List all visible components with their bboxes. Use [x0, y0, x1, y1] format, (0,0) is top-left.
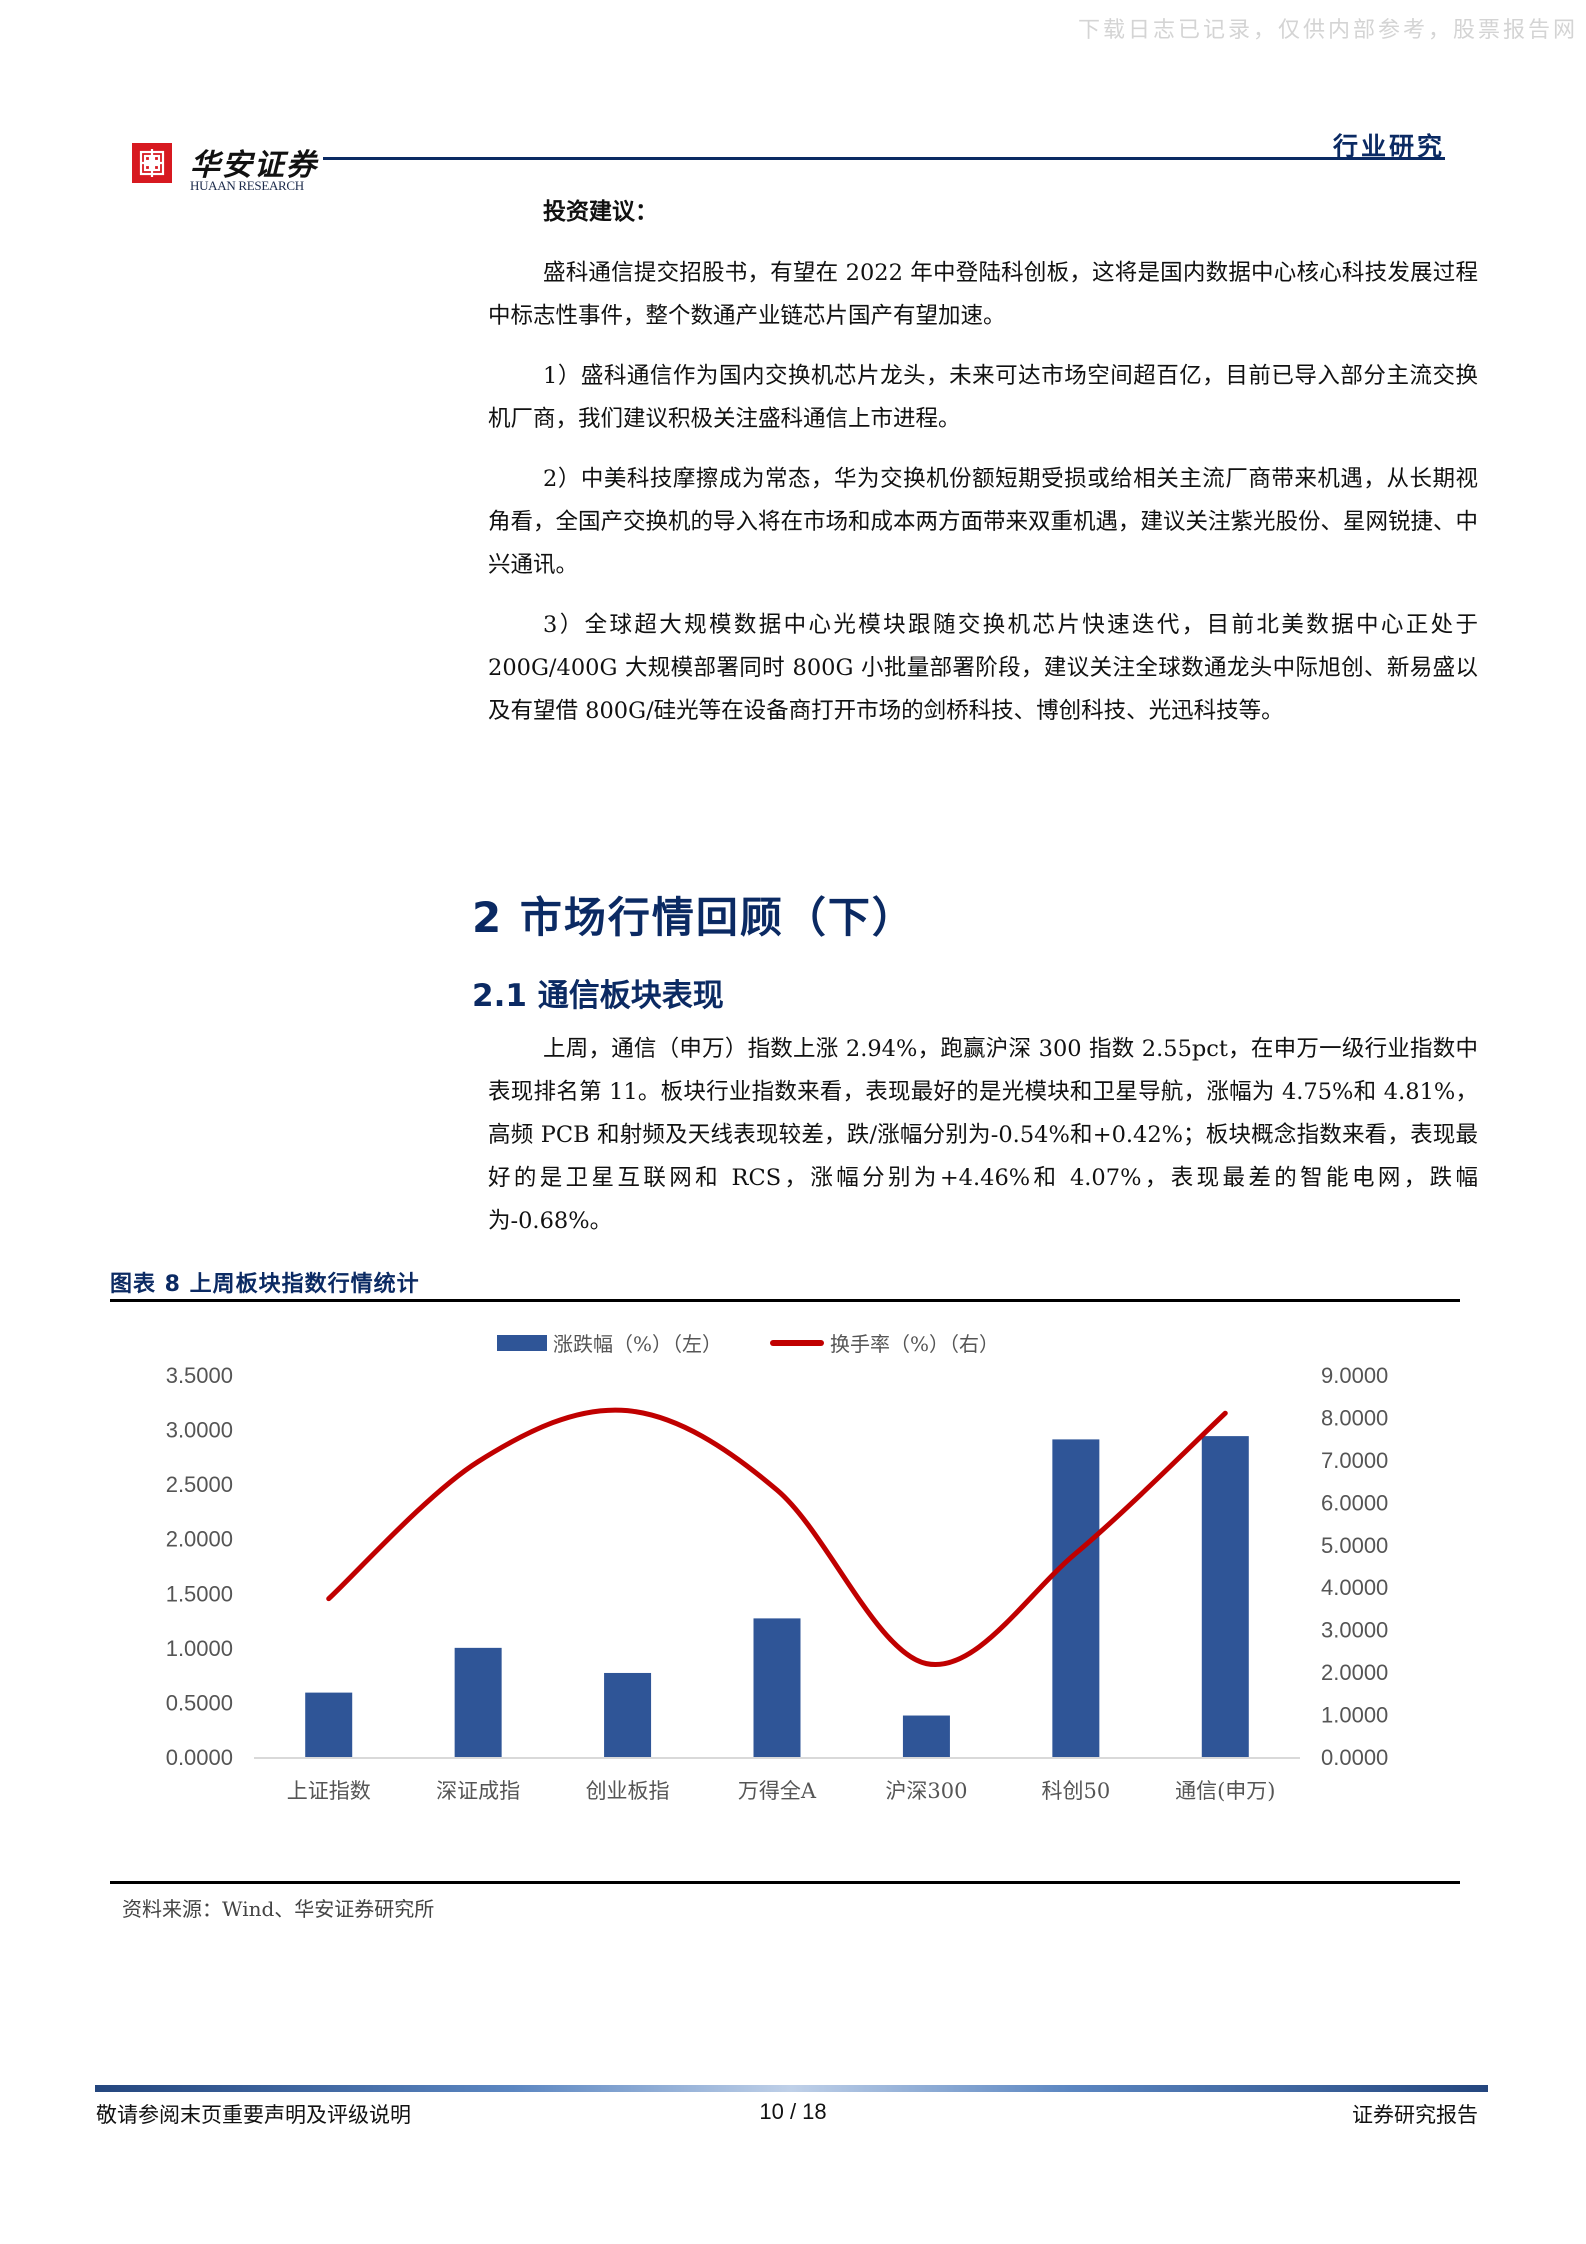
section-heading: 2 市场行情回顾（下）	[472, 893, 916, 942]
footer-disclaimer: 敬请参阅末页重要声明及评级说明	[96, 2103, 411, 2127]
left-axis-tick: 0.5000	[166, 1690, 233, 1715]
bar	[305, 1692, 353, 1757]
watermark-text: 下载日志已记录，仅供内部参考，股票报告网	[1077, 18, 1578, 43]
left-axis-tick: 3.5000	[166, 1363, 233, 1388]
bar	[604, 1672, 652, 1757]
logo-name-en: HUAAN RESEARCH	[190, 178, 304, 193]
page-number: 10 / 18	[759, 2099, 827, 2124]
footer-bar	[95, 2085, 1488, 2092]
category-label: 科创50	[1041, 1779, 1110, 1803]
legend-line-swatch-icon	[770, 1339, 825, 1346]
left-axis-tick: 2.5000	[166, 1472, 233, 1497]
advice-paragraph: 3）全球超大规模数据中心光模块跟随交换机芯片快速迭代，目前北美数据中心正处于 2…	[488, 612, 1478, 724]
legend-bar-label: 涨跌幅（%）（左）	[553, 1332, 723, 1356]
right-axis-tick: 0.0000	[1321, 1745, 1388, 1770]
logo-name-cn: 华安证券	[190, 148, 318, 183]
right-axis-tick: 6.0000	[1321, 1490, 1388, 1515]
right-axis-tick: 7.0000	[1321, 1448, 1388, 1473]
turnover-line	[326, 1407, 1228, 1668]
category-label: 万得全A	[738, 1779, 817, 1803]
combo-chart: 0.0000 0.5000 1.0000 1.5000 2.0000 2.5000 3.00…	[166, 1363, 1389, 1803]
report-category-tag: 行业研究	[1332, 132, 1445, 161]
footer-report-type: 证券研究报告	[1352, 2103, 1478, 2127]
market-review-paragraph: 上周，通信（申万）指数上涨 2.94%，跑赢沪深 300 指数 2.55pct，…	[488, 1036, 1478, 1234]
left-axis-tick: 3.0000	[166, 1418, 233, 1443]
bar	[454, 1647, 502, 1757]
legend-line-label: 换手率（%）（右）	[830, 1332, 1000, 1356]
investment-advice-section: 投资建议： 盛科通信提交招股书，有望在 2022 年中登陆科创板，这将是国内数据…	[488, 190, 1478, 733]
right-axis-tick: 5.0000	[1321, 1533, 1388, 1558]
category-label: 上证指数	[287, 1779, 371, 1803]
bar	[902, 1715, 950, 1757]
bar	[1052, 1439, 1100, 1757]
bar	[753, 1618, 801, 1757]
figure-source: 资料来源：Wind、华安证券研究所	[122, 1897, 435, 1921]
huaan-logo-icon	[132, 143, 172, 183]
header-rule	[323, 157, 1445, 160]
category-label: 沪深300	[885, 1779, 967, 1803]
investment-advice-title: 投资建议：	[543, 198, 658, 225]
figure-title: 图表 8 上周板块指数行情统计	[110, 1272, 420, 1297]
advice-paragraph: 1）盛科通信作为国内交换机芯片龙头，未来可达市场空间超百亿，目前已导入部分主流交…	[488, 363, 1478, 432]
advice-paragraph: 盛科通信提交招股书，有望在 2022 年中登陆科创板，这将是国内数据中心核心科技…	[488, 260, 1478, 329]
advice-paragraph: 2）中美科技摩擦成为常态，华为交换机份额短期受损或给相关主流厂商带来机遇，从长期…	[488, 466, 1479, 578]
right-axis-tick: 2.0000	[1321, 1660, 1388, 1685]
chart-legend: 涨跌幅（%）（左） 换手率（%）（右）	[497, 1328, 999, 1357]
figure-top-rule	[110, 1299, 1460, 1302]
legend-bar-swatch-icon	[497, 1334, 547, 1351]
right-axis-tick: 3.0000	[1321, 1618, 1388, 1643]
left-axis-tick: 1.5000	[166, 1581, 233, 1606]
right-axis-tick: 1.0000	[1321, 1703, 1388, 1728]
left-axis-tick: 2.0000	[166, 1527, 233, 1552]
figure-bottom-rule	[110, 1881, 1460, 1884]
right-axis-tick: 9.0000	[1321, 1363, 1388, 1388]
right-axis-tick: 4.0000	[1321, 1575, 1388, 1600]
left-axis-tick: 0.0000	[166, 1745, 233, 1770]
subsection-heading: 2.1 通信板块表现	[472, 978, 724, 1014]
left-axis-tick: 1.0000	[166, 1636, 233, 1661]
bar	[1201, 1436, 1249, 1757]
category-label: 创业板指	[586, 1779, 670, 1803]
category-label: 通信(申万)	[1175, 1779, 1275, 1803]
category-label: 深证成指	[436, 1779, 520, 1803]
right-axis-tick: 8.0000	[1321, 1405, 1388, 1430]
market-review-body: 上周，通信（申万）指数上涨 2.94%，跑赢沪深 300 指数 2.55pct，…	[488, 1028, 1478, 1243]
